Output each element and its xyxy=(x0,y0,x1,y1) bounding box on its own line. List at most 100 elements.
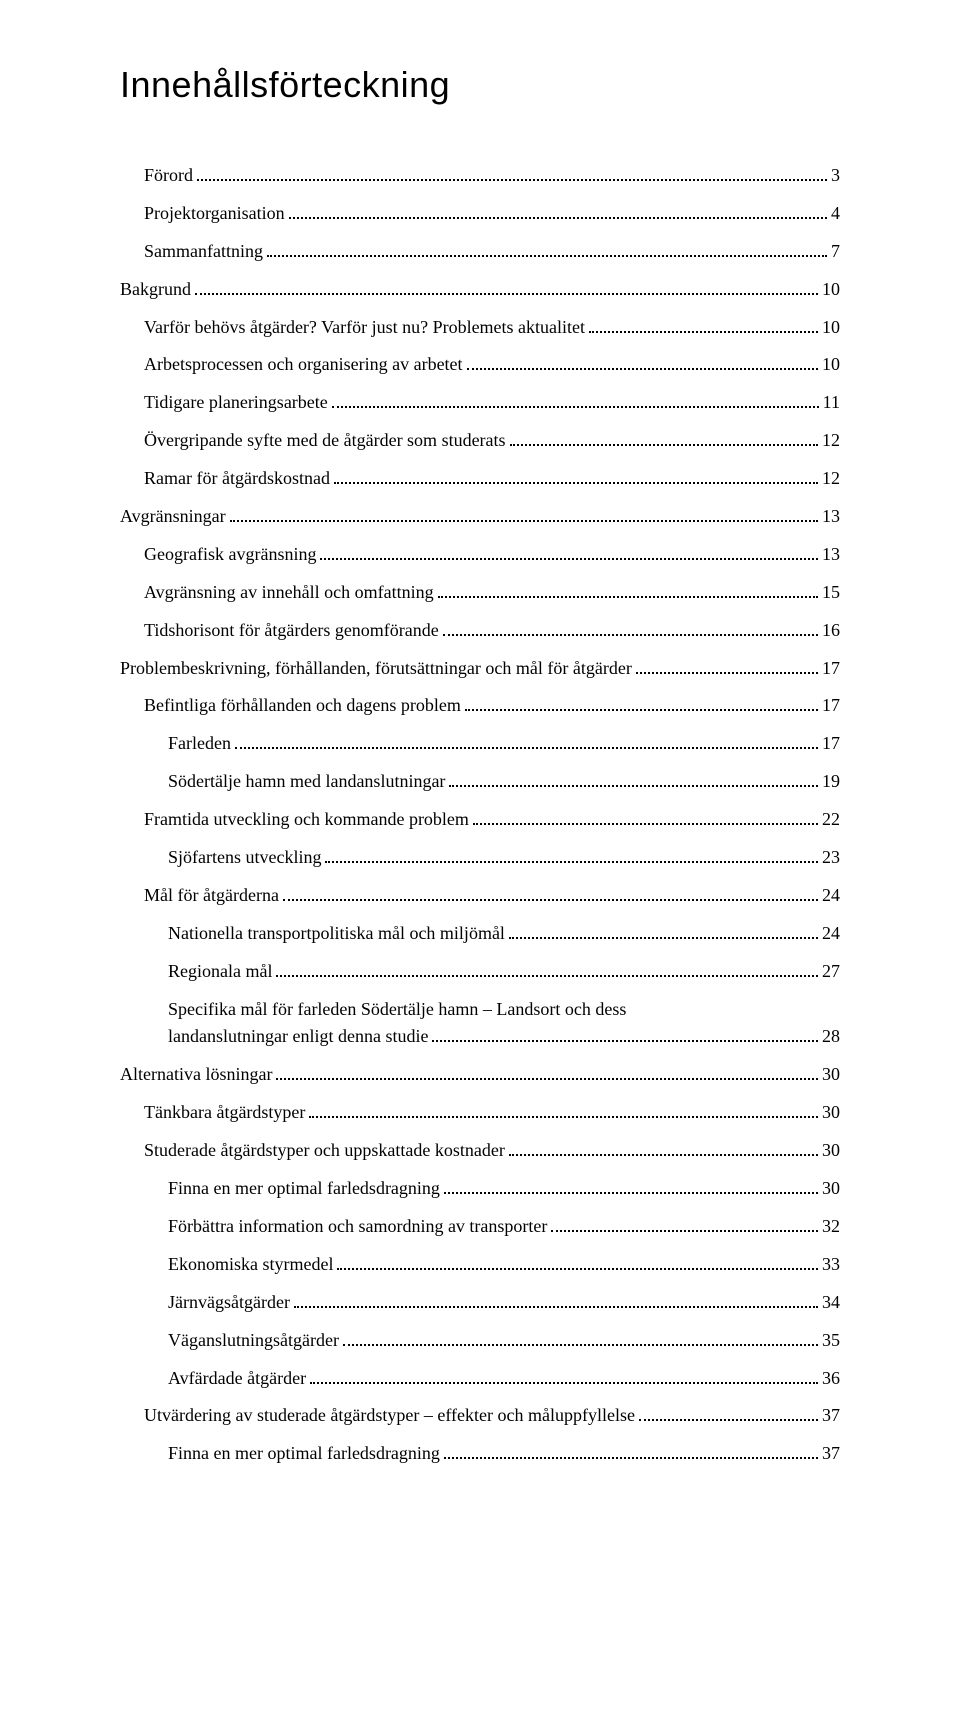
toc-entry-label: Väganslutningsåtgärder xyxy=(168,1327,339,1355)
toc-entry-page: 13 xyxy=(822,541,840,569)
toc-leader xyxy=(276,961,818,976)
toc-entry[interactable]: Avgränsningar13 xyxy=(120,503,840,531)
toc-entry[interactable]: Avfärdade åtgärder36 xyxy=(168,1365,840,1393)
toc-entry-label: Finna en mer optimal farledsdragning xyxy=(168,1440,440,1468)
toc-entry-label: Avgränsning av innehåll och omfattning xyxy=(144,579,434,607)
toc-entry-page: 32 xyxy=(822,1213,840,1241)
toc-entry[interactable]: Studerade åtgärdstyper och uppskattade k… xyxy=(144,1137,840,1165)
toc-entry-label: Bakgrund xyxy=(120,276,191,304)
toc-entry[interactable]: Specifika mål för farleden Södertälje ha… xyxy=(168,996,840,1052)
toc-leader xyxy=(449,772,818,787)
toc-entry-label: Mål för åtgärderna xyxy=(144,882,279,910)
toc-entry-page: 30 xyxy=(822,1061,840,1089)
toc-leader xyxy=(289,204,827,219)
toc-entry-label: Förbättra information och samordning av … xyxy=(168,1213,547,1241)
table-of-contents: Förord3 Projektorganisation4 Sammanfattnin… xyxy=(120,162,840,1468)
page-title: Innehållsförteckning xyxy=(120,64,840,106)
toc-entry-page: 10 xyxy=(822,276,840,304)
toc-leader xyxy=(195,279,818,294)
toc-entry-page: 34 xyxy=(822,1289,840,1317)
toc-entry-label: Alternativa lösningar xyxy=(120,1061,272,1089)
toc-leader xyxy=(235,734,818,749)
toc-entry[interactable]: Avgränsning av innehåll och omfattning 15 xyxy=(144,579,840,607)
toc-entry-page: 17 xyxy=(822,692,840,720)
toc-entry[interactable]: Tidigare planeringsarbete 11 xyxy=(144,389,840,417)
toc-entry[interactable]: Arbetsprocessen och organisering av arbe… xyxy=(144,351,840,379)
toc-entry-page: 30 xyxy=(822,1137,840,1165)
toc-entry-page: 19 xyxy=(822,768,840,796)
toc-entry-label: Tidigare planeringsarbete xyxy=(144,389,328,417)
toc-entry-label: Sjöfartens utveckling xyxy=(168,844,321,872)
toc-entry-label: Studerade åtgärdstyper och uppskattade k… xyxy=(144,1137,505,1165)
toc-entry[interactable]: Befintliga förhållanden och dagens probl… xyxy=(144,692,840,720)
toc-entry[interactable]: Regionala mål27 xyxy=(168,958,840,986)
toc-entry-page: 10 xyxy=(822,351,840,379)
toc-entry-label: Framtida utveckling och kommande problem xyxy=(144,806,469,834)
toc-entry-page: 27 xyxy=(822,958,840,986)
toc-leader xyxy=(337,1255,818,1270)
toc-entry-page: 15 xyxy=(822,579,840,607)
toc-entry[interactable]: Sammanfattning 7 xyxy=(144,238,840,266)
toc-entry[interactable]: Utvärdering av studerade åtgärdstyper – … xyxy=(144,1402,840,1430)
toc-entry-page: 23 xyxy=(822,844,840,872)
toc-leader xyxy=(276,1065,818,1080)
toc-leader xyxy=(334,469,818,484)
toc-entry[interactable]: Varför behövs åtgärder? Varför just nu? … xyxy=(144,314,840,342)
toc-entry-label: Specifika mål för farleden Södertälje ha… xyxy=(168,996,840,1024)
toc-entry[interactable]: Förbättra information och samordning av … xyxy=(168,1213,840,1241)
toc-entry-label: Ekonomiska styrmedel xyxy=(168,1251,333,1279)
toc-entry-page: 12 xyxy=(822,465,840,493)
toc-entry-page: 30 xyxy=(822,1175,840,1203)
toc-entry[interactable]: Geografisk avgränsning 13 xyxy=(144,541,840,569)
toc-entry[interactable]: Förord3 xyxy=(144,162,840,190)
toc-entry[interactable]: Framtida utveckling och kommande problem… xyxy=(144,806,840,834)
toc-entry-page: 3 xyxy=(831,162,840,190)
toc-leader xyxy=(283,886,818,901)
toc-entry[interactable]: Problembeskrivning, förhållanden, föruts… xyxy=(120,655,840,683)
toc-entry-label: Nationella transportpolitiska mål och mi… xyxy=(168,920,505,948)
toc-entry-page: 22 xyxy=(822,806,840,834)
toc-leader xyxy=(509,924,818,939)
toc-leader xyxy=(325,848,818,863)
toc-entry[interactable]: Bakgrund 10 xyxy=(120,276,840,304)
toc-entry[interactable]: Tidshorisont för åtgärders genomförande1… xyxy=(144,617,840,645)
toc-entry[interactable]: Projektorganisation4 xyxy=(144,200,840,228)
toc-entry-label: Ramar för åtgärdskostnad xyxy=(144,465,330,493)
toc-entry[interactable]: Sjöfartens utveckling 23 xyxy=(168,844,840,872)
toc-leader xyxy=(343,1330,818,1345)
toc-entry-page: 7 xyxy=(831,238,840,266)
toc-leader xyxy=(332,393,819,408)
toc-entry-page: 12 xyxy=(822,427,840,455)
toc-entry[interactable]: Ekonomiska styrmedel 33 xyxy=(168,1251,840,1279)
toc-entry-page: 17 xyxy=(822,655,840,683)
toc-entry[interactable]: Övergripande syfte med de åtgärder som s… xyxy=(144,427,840,455)
toc-entry-label: Sammanfattning xyxy=(144,238,263,266)
toc-entry[interactable]: Nationella transportpolitiska mål och mi… xyxy=(168,920,840,948)
toc-entry-page: 33 xyxy=(822,1251,840,1279)
toc-entry[interactable]: Södertälje hamn med landanslutningar 19 xyxy=(168,768,840,796)
toc-leader xyxy=(589,317,818,332)
toc-entry-page: 11 xyxy=(823,389,840,417)
toc-entry[interactable]: Alternativa lösningar 30 xyxy=(120,1061,840,1089)
toc-entry-page: 17 xyxy=(822,730,840,758)
toc-leader xyxy=(432,1027,818,1042)
toc-leader xyxy=(444,1179,818,1194)
toc-leader xyxy=(636,658,818,673)
toc-leader xyxy=(467,355,818,370)
toc-entry[interactable]: Farleden17 xyxy=(168,730,840,758)
toc-entry[interactable]: Finna en mer optimal farledsdragning 30 xyxy=(168,1175,840,1203)
toc-entry-label: Finna en mer optimal farledsdragning xyxy=(168,1175,440,1203)
toc-entry-page: 37 xyxy=(822,1402,840,1430)
toc-entry[interactable]: Ramar för åtgärdskostnad 12 xyxy=(144,465,840,493)
toc-entry[interactable]: Mål för åtgärderna24 xyxy=(144,882,840,910)
toc-leader xyxy=(197,166,827,181)
toc-entry[interactable]: Järnvägsåtgärder34 xyxy=(168,1289,840,1317)
toc-entry-label: Projektorganisation xyxy=(144,200,285,228)
toc-entry-label: Geografisk avgränsning xyxy=(144,541,316,569)
toc-entry[interactable]: Tänkbara åtgärdstyper30 xyxy=(144,1099,840,1127)
toc-entry-label-cont: landanslutningar enligt denna studie xyxy=(168,1023,428,1051)
toc-entry[interactable]: Väganslutningsåtgärder35 xyxy=(168,1327,840,1355)
toc-entry-label: Utvärdering av studerade åtgärdstyper – … xyxy=(144,1402,635,1430)
toc-entry[interactable]: Finna en mer optimal farledsdragning37 xyxy=(168,1440,840,1468)
toc-entry-label: Södertälje hamn med landanslutningar xyxy=(168,768,445,796)
